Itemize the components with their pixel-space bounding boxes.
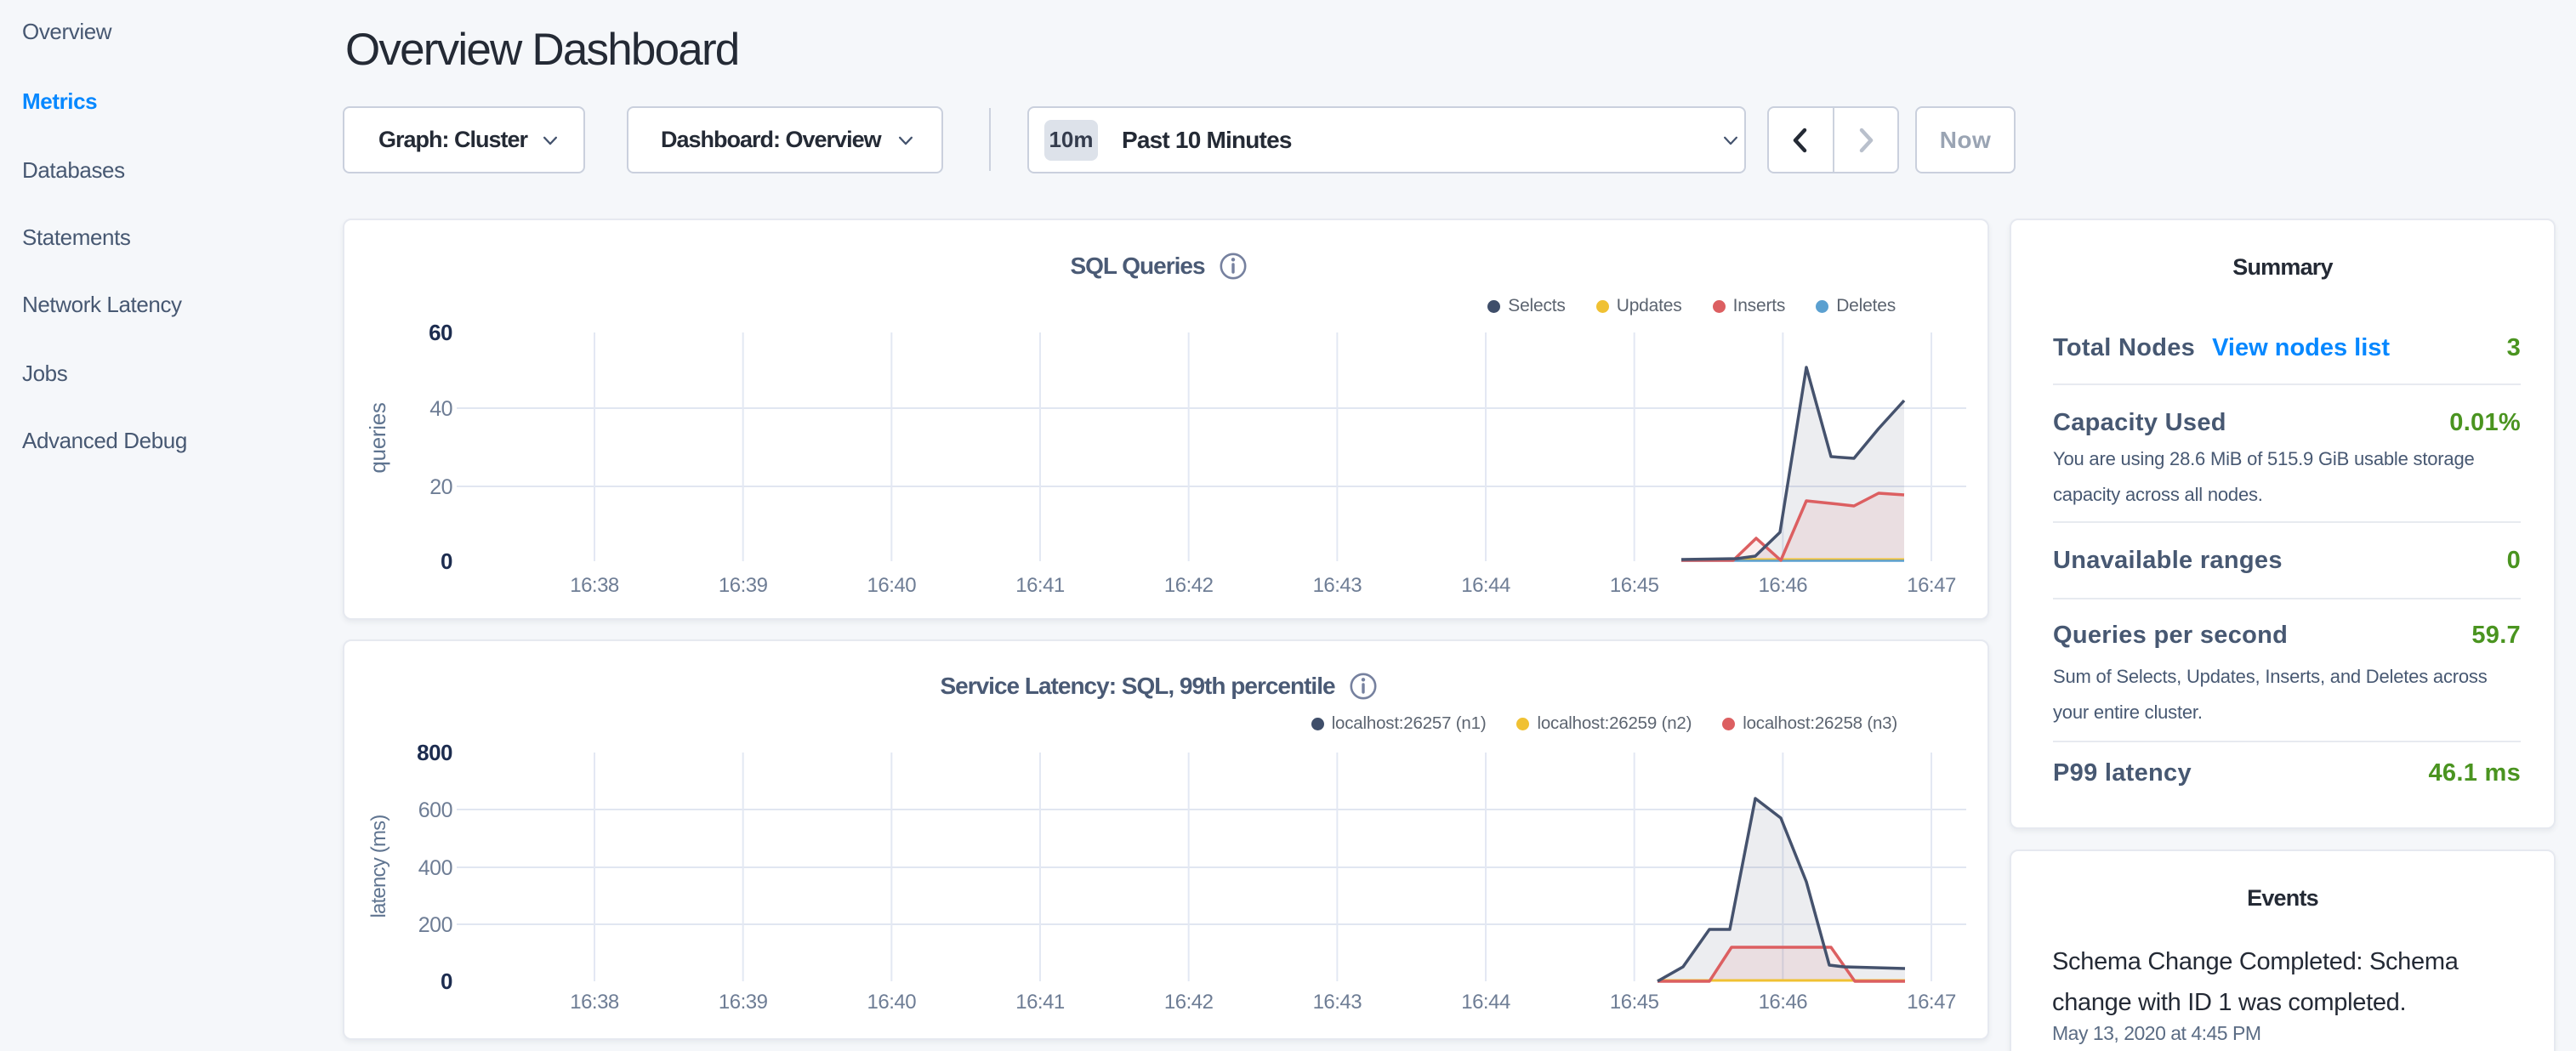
svg-text:16:40: 16:40 <box>867 574 917 597</box>
svg-text:16:38: 16:38 <box>570 574 619 597</box>
svg-text:16:41: 16:41 <box>1015 991 1065 1014</box>
svg-text:queries: queries <box>365 402 390 473</box>
svg-text:16:45: 16:45 <box>1610 991 1659 1014</box>
svg-text:16:45: 16:45 <box>1610 574 1659 597</box>
svg-text:16:47: 16:47 <box>1907 574 1956 597</box>
svg-text:60: 60 <box>429 320 452 345</box>
svg-text:16:40: 16:40 <box>867 991 917 1014</box>
svg-text:400: 400 <box>418 856 452 880</box>
svg-text:16:41: 16:41 <box>1015 574 1065 597</box>
svg-text:40: 40 <box>429 397 452 421</box>
svg-text:200: 200 <box>418 913 452 937</box>
svg-text:16:43: 16:43 <box>1313 991 1362 1014</box>
svg-text:800: 800 <box>417 740 452 765</box>
svg-text:16:44: 16:44 <box>1461 991 1510 1014</box>
svg-text:16:38: 16:38 <box>570 991 619 1014</box>
svg-text:16:42: 16:42 <box>1164 991 1214 1014</box>
svg-text:600: 600 <box>418 798 452 822</box>
svg-text:0: 0 <box>441 548 452 574</box>
svg-text:16:46: 16:46 <box>1759 574 1808 597</box>
svg-text:20: 20 <box>429 475 452 499</box>
svg-text:16:42: 16:42 <box>1164 574 1214 597</box>
svg-text:16:47: 16:47 <box>1907 991 1956 1014</box>
svg-text:16:46: 16:46 <box>1759 991 1808 1014</box>
svg-text:16:43: 16:43 <box>1313 574 1362 597</box>
svg-text:0: 0 <box>441 969 452 994</box>
svg-text:latency (ms): latency (ms) <box>367 815 390 917</box>
svg-text:16:39: 16:39 <box>719 574 768 597</box>
svg-text:16:39: 16:39 <box>719 991 768 1014</box>
svg-text:16:44: 16:44 <box>1461 574 1510 597</box>
